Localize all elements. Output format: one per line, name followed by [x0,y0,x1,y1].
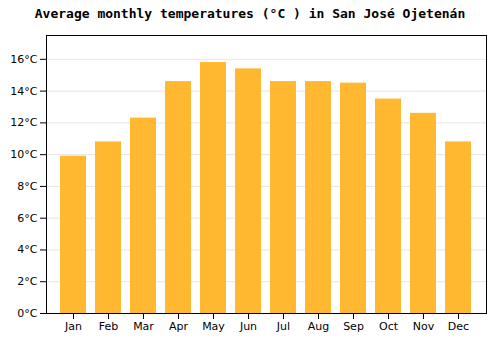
svg-text:Aug: Aug [308,320,329,333]
svg-text:0°C: 0°C [17,307,37,320]
svg-text:8°C: 8°C [17,180,37,193]
svg-text:2°C: 2°C [17,275,37,288]
svg-text:4°C: 4°C [17,243,37,256]
svg-text:6°C: 6°C [17,212,37,225]
html-text:Average monthly temperatures (: Average monthly temperatures (°C ) in Sa… [34,6,466,21]
svg-text:Dec: Dec [448,320,469,333]
svg-text:Oct: Oct [379,320,399,333]
svg-text:Jun: Jun [239,320,257,333]
svg-text:Nov: Nov [413,320,435,333]
svg-text:12°C: 12°C [10,116,37,129]
svg-text:Mar: Mar [133,320,154,333]
svg-text:10°C: 10°C [10,148,37,161]
svg-text:May: May [202,320,225,333]
svg-text:Feb: Feb [99,320,118,333]
svg-text:Sep: Sep [343,320,364,333]
svg-text:Jan: Jan [64,320,82,333]
svg-text:14°C: 14°C [10,85,37,98]
svg-text:Apr: Apr [169,320,189,333]
svg-text:16°C: 16°C [10,53,37,66]
svg-text:Jul: Jul [276,320,290,333]
